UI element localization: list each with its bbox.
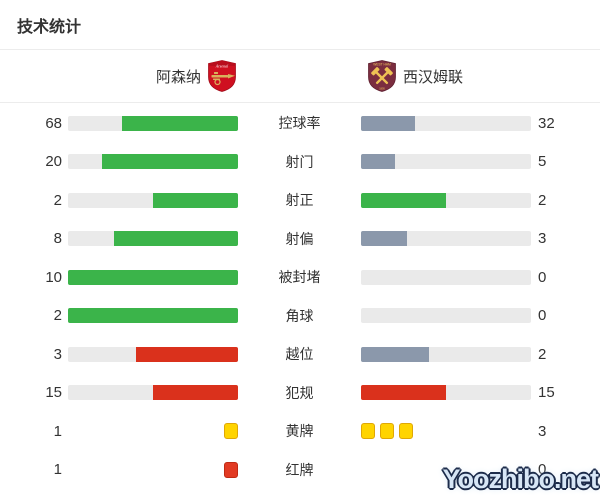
home-team-header: 阿森纳 Arsenal [0,60,300,92]
arsenal-crest-text: Arsenal [215,64,229,69]
stat-label: 黄牌 [285,423,314,440]
away-bar [361,154,531,170]
away-bar-fill [361,346,429,362]
title-bar: 技术统计 [0,0,600,50]
home-bar-fill [68,269,238,285]
stat-label: 控球率 [278,115,321,132]
stat-row: 68 控球率 32 [0,104,600,143]
away-value: 0 [538,307,547,325]
stat-row: 2 角球 0 [0,297,600,336]
home-bar-fill [114,231,238,247]
home-bar-fill [122,115,238,131]
away-value: 0 [538,461,547,479]
away-bar [361,423,531,440]
away-value: 3 [538,422,547,440]
home-value: 1 [53,422,62,440]
watermark-outline: Yoozhibo.net [442,464,599,494]
away-bar [361,231,531,247]
away-bar-fill [361,154,395,170]
yellow-card-icon [399,423,413,440]
away-value: 2 [538,345,547,363]
red-card-icon [224,461,238,478]
away-bar [361,269,531,285]
home-bar-fill [102,154,238,170]
home-value: 8 [53,230,62,248]
away-value: 0 [538,268,547,286]
away-value: 32 [538,114,555,132]
home-bar [68,385,238,401]
away-bar [361,385,531,401]
away-team-header: WEST HAM 1895 西汉姆联 [300,60,600,92]
away-bar-fill [361,231,408,247]
svg-text:1895: 1895 [379,88,385,91]
stat-row: 3 越位 2 [0,335,600,374]
yellow-card-icon [380,423,394,440]
page-title: 技术统计 [17,19,82,36]
stat-label: 角球 [285,307,314,324]
arsenal-crest-icon: Arsenal [208,60,236,92]
home-bar [68,308,238,324]
home-bar-fill [153,385,238,401]
home-value: 68 [45,114,62,132]
stat-row: 1 红牌 0 [0,451,600,490]
stat-label: 犯规 [285,384,314,401]
away-value: 3 [538,230,547,248]
stats-list: 68 控球率 32 20 射门 5 2 射正 2 8 [0,103,600,489]
stat-label: 射偏 [285,230,314,247]
stat-label: 红牌 [285,461,314,478]
home-value: 2 [53,191,62,209]
yellow-card-icon [224,423,238,440]
watermark-text: Yoozhibo.net [442,464,599,494]
home-value: 10 [45,268,62,286]
away-bar-fill [361,192,446,208]
westham-crest-icon: WEST HAM 1895 [368,60,396,92]
away-bar [361,115,531,131]
stat-label: 越位 [285,346,314,363]
home-bar [68,154,238,170]
stat-row: 15 犯规 15 [0,374,600,413]
away-value: 5 [538,153,547,171]
stat-label: 射正 [285,192,314,209]
home-bar [68,269,238,285]
away-value: 15 [538,384,555,402]
home-value: 1 [53,461,62,479]
home-bar-fill [68,308,238,324]
home-bar [68,346,238,362]
home-value: 3 [53,345,62,363]
away-value: 2 [538,191,547,209]
away-bar-fill [361,385,446,401]
watermark-logo: Yoozhibo.net Yoozhibo.net [442,464,599,494]
team-header: 阿森纳 Arsenal WEST HAM [0,50,600,103]
stat-row: 10 被封堵 0 [0,258,600,297]
away-team-name: 西汉姆联 [403,68,464,86]
stat-row: 1 黄牌 3 [0,412,600,451]
home-bar-fill [153,192,238,208]
home-bar [68,461,238,478]
away-bar [361,346,531,362]
home-bar [68,192,238,208]
home-value: 20 [45,153,62,171]
home-bar-fill [136,346,238,362]
away-bar-fill [361,115,416,131]
stat-row: 2 射正 2 [0,181,600,220]
home-team-name: 阿森纳 [155,68,201,86]
stat-row: 20 射门 5 [0,143,600,182]
away-bar [361,308,531,324]
yellow-card-icon [361,423,375,440]
home-bar [68,423,238,440]
stat-label: 被封堵 [278,269,321,286]
home-bar [68,231,238,247]
home-bar [68,115,238,131]
home-value: 15 [45,384,62,402]
stat-label: 射门 [285,153,314,170]
stat-row: 8 射偏 3 [0,220,600,259]
westham-crest-text: WEST HAM [373,63,391,67]
away-bar [361,192,531,208]
home-value: 2 [53,307,62,325]
